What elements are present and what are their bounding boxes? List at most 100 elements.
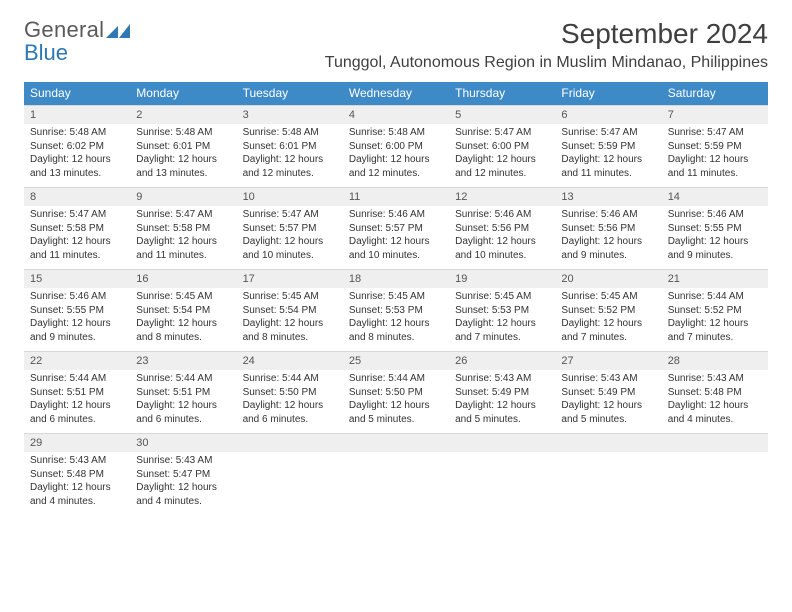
day-details: Sunrise: 5:44 AMSunset: 5:50 PMDaylight:… [343, 370, 449, 426]
sunrise-text: Sunrise: 5:47 AM [668, 126, 762, 140]
sunrise-text: Sunrise: 5:47 AM [30, 208, 124, 222]
day-cell: 17Sunrise: 5:45 AMSunset: 5:54 PMDayligh… [237, 269, 343, 351]
daylight-text: Daylight: 12 hours [136, 153, 230, 167]
weekday-header: Monday [130, 82, 236, 105]
day-cell: 1Sunrise: 5:48 AMSunset: 6:02 PMDaylight… [24, 105, 130, 187]
day-number: 25 [343, 351, 449, 370]
week-row: 8Sunrise: 5:47 AMSunset: 5:58 PMDaylight… [24, 187, 768, 269]
daylight-text: and 4 minutes. [668, 413, 762, 427]
sunset-text: Sunset: 6:01 PM [243, 140, 337, 154]
sunset-text: Sunset: 5:58 PM [30, 222, 124, 236]
day-details: Sunrise: 5:44 AMSunset: 5:52 PMDaylight:… [662, 288, 768, 344]
logo-word1: General [24, 17, 104, 42]
day-cell: 16Sunrise: 5:45 AMSunset: 5:54 PMDayligh… [130, 269, 236, 351]
daylight-text: Daylight: 12 hours [30, 153, 124, 167]
day-cell: 13Sunrise: 5:46 AMSunset: 5:56 PMDayligh… [555, 187, 661, 269]
daylight-text: Daylight: 12 hours [243, 399, 337, 413]
daylight-text: Daylight: 12 hours [349, 317, 443, 331]
sunset-text: Sunset: 5:59 PM [668, 140, 762, 154]
sunset-text: Sunset: 5:55 PM [668, 222, 762, 236]
daylight-text: and 6 minutes. [136, 413, 230, 427]
sunset-text: Sunset: 5:51 PM [30, 386, 124, 400]
daylight-text: and 8 minutes. [136, 331, 230, 345]
sunrise-text: Sunrise: 5:44 AM [30, 372, 124, 386]
daylight-text: Daylight: 12 hours [243, 317, 337, 331]
day-details: Sunrise: 5:46 AMSunset: 5:57 PMDaylight:… [343, 206, 449, 262]
sunset-text: Sunset: 5:48 PM [668, 386, 762, 400]
day-cell: 27Sunrise: 5:43 AMSunset: 5:49 PMDayligh… [555, 351, 661, 433]
day-cell: 15Sunrise: 5:46 AMSunset: 5:55 PMDayligh… [24, 269, 130, 351]
sunrise-text: Sunrise: 5:43 AM [136, 454, 230, 468]
day-details: Sunrise: 5:43 AMSunset: 5:49 PMDaylight:… [449, 370, 555, 426]
weekday-header: Sunday [24, 82, 130, 105]
daylight-text: and 5 minutes. [561, 413, 655, 427]
day-cell: 19Sunrise: 5:45 AMSunset: 5:53 PMDayligh… [449, 269, 555, 351]
sunrise-text: Sunrise: 5:44 AM [349, 372, 443, 386]
daylight-text: and 9 minutes. [30, 331, 124, 345]
daylight-text: and 11 minutes. [668, 167, 762, 181]
day-cell: 3Sunrise: 5:48 AMSunset: 6:01 PMDaylight… [237, 105, 343, 187]
day-number: 17 [237, 269, 343, 288]
day-details: Sunrise: 5:45 AMSunset: 5:54 PMDaylight:… [130, 288, 236, 344]
day-number: 29 [24, 433, 130, 452]
week-row: 22Sunrise: 5:44 AMSunset: 5:51 PMDayligh… [24, 351, 768, 433]
day-cell: . [662, 433, 768, 515]
day-details: Sunrise: 5:47 AMSunset: 5:59 PMDaylight:… [555, 124, 661, 180]
daylight-text: Daylight: 12 hours [455, 235, 549, 249]
day-number: 3 [237, 105, 343, 124]
logo-word2: Blue [24, 40, 68, 65]
day-details: Sunrise: 5:47 AMSunset: 5:58 PMDaylight:… [24, 206, 130, 262]
sunset-text: Sunset: 5:48 PM [30, 468, 124, 482]
sunset-text: Sunset: 5:51 PM [136, 386, 230, 400]
day-cell: 7Sunrise: 5:47 AMSunset: 5:59 PMDaylight… [662, 105, 768, 187]
day-number: 23 [130, 351, 236, 370]
daylight-text: and 4 minutes. [136, 495, 230, 509]
sunset-text: Sunset: 5:47 PM [136, 468, 230, 482]
weekday-header: Tuesday [237, 82, 343, 105]
sunrise-text: Sunrise: 5:47 AM [136, 208, 230, 222]
day-cell: 25Sunrise: 5:44 AMSunset: 5:50 PMDayligh… [343, 351, 449, 433]
daylight-text: Daylight: 12 hours [136, 481, 230, 495]
day-cell: 23Sunrise: 5:44 AMSunset: 5:51 PMDayligh… [130, 351, 236, 433]
day-number: 13 [555, 187, 661, 206]
day-cell: 11Sunrise: 5:46 AMSunset: 5:57 PMDayligh… [343, 187, 449, 269]
sunset-text: Sunset: 6:00 PM [349, 140, 443, 154]
day-details: Sunrise: 5:45 AMSunset: 5:53 PMDaylight:… [449, 288, 555, 344]
sunset-text: Sunset: 6:00 PM [455, 140, 549, 154]
daylight-text: and 12 minutes. [243, 167, 337, 181]
day-number: 11 [343, 187, 449, 206]
week-row: 1Sunrise: 5:48 AMSunset: 6:02 PMDaylight… [24, 105, 768, 187]
daylight-text: Daylight: 12 hours [349, 235, 443, 249]
sunrise-text: Sunrise: 5:46 AM [349, 208, 443, 222]
day-number: 27 [555, 351, 661, 370]
day-number: 26 [449, 351, 555, 370]
daylight-text: and 9 minutes. [668, 249, 762, 263]
day-number: 2 [130, 105, 236, 124]
day-cell: . [343, 433, 449, 515]
daylight-text: and 6 minutes. [243, 413, 337, 427]
day-details: Sunrise: 5:44 AMSunset: 5:50 PMDaylight:… [237, 370, 343, 426]
day-details: Sunrise: 5:47 AMSunset: 6:00 PMDaylight:… [449, 124, 555, 180]
day-details: Sunrise: 5:45 AMSunset: 5:54 PMDaylight:… [237, 288, 343, 344]
daylight-text: and 9 minutes. [561, 249, 655, 263]
week-row: 15Sunrise: 5:46 AMSunset: 5:55 PMDayligh… [24, 269, 768, 351]
sunrise-text: Sunrise: 5:44 AM [668, 290, 762, 304]
daylight-text: and 7 minutes. [455, 331, 549, 345]
day-number: 28 [662, 351, 768, 370]
day-details: Sunrise: 5:47 AMSunset: 5:58 PMDaylight:… [130, 206, 236, 262]
day-cell: 30 Sunrise: 5:43 AMSunset: 5:47 PMDayligh… [130, 433, 236, 515]
daylight-text: Daylight: 12 hours [30, 317, 124, 331]
daylight-text: and 10 minutes. [349, 249, 443, 263]
day-number: 1 [24, 105, 130, 124]
sunrise-text: Sunrise: 5:46 AM [561, 208, 655, 222]
day-number: 30 [130, 433, 236, 452]
daylight-text: Daylight: 12 hours [30, 235, 124, 249]
day-number: 9 [130, 187, 236, 206]
day-cell: . [449, 433, 555, 515]
daylight-text: and 13 minutes. [30, 167, 124, 181]
day-details: Sunrise: 5:48 AMSunset: 6:00 PMDaylight:… [343, 124, 449, 180]
day-cell: 6Sunrise: 5:47 AMSunset: 5:59 PMDaylight… [555, 105, 661, 187]
day-cell: 24Sunrise: 5:44 AMSunset: 5:50 PMDayligh… [237, 351, 343, 433]
logo: General Blue [24, 18, 132, 64]
day-cell: 18Sunrise: 5:45 AMSunset: 5:53 PMDayligh… [343, 269, 449, 351]
